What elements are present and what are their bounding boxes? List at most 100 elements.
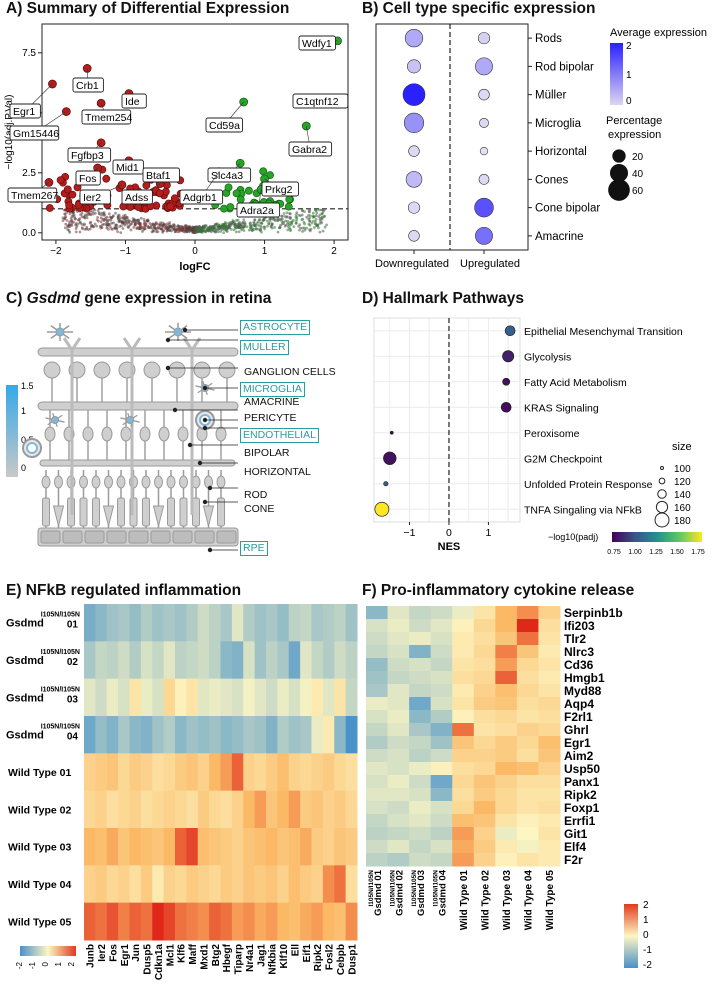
heatmap-cell — [163, 716, 176, 754]
background-point — [222, 223, 225, 226]
heatmap-cell — [152, 865, 165, 904]
down-point — [155, 189, 164, 198]
column-label: Gsdmd 03 — [416, 870, 427, 916]
heatmap-cell — [243, 828, 256, 866]
gene-column-label: Cdkn1a — [154, 944, 165, 981]
background-point — [153, 227, 157, 230]
celltype-dot — [478, 174, 490, 185]
heatmap-cell — [366, 775, 389, 789]
row-label: Wild Type 03 — [8, 842, 71, 854]
row-label: Wild Type 04 — [8, 879, 71, 891]
heatmap-cell — [300, 716, 312, 754]
background-point — [308, 216, 311, 220]
background-point — [154, 222, 158, 225]
heatmap-cell — [266, 641, 278, 680]
heatmap-cell — [106, 716, 119, 754]
heatmap-cell — [152, 678, 165, 717]
heatmap-cell — [452, 619, 475, 633]
heatmap-cell — [387, 762, 410, 776]
background-point — [303, 210, 306, 214]
heatmap-cell — [231, 865, 244, 904]
background-point — [298, 223, 302, 227]
heatmap-cell — [322, 716, 335, 754]
background-point — [307, 210, 311, 213]
f-legend-tick: -2 — [643, 960, 652, 971]
gene-row-label: F2r — [564, 853, 583, 867]
background-point — [305, 226, 309, 230]
heatmap-cell — [409, 658, 432, 672]
retina-label-pericyte: PERICYTE — [244, 412, 297, 424]
background-point — [114, 224, 118, 227]
heatmap-cell — [366, 801, 389, 815]
heatmap-cell — [387, 619, 410, 633]
x-tick-label: 1 — [486, 527, 492, 539]
background-point — [292, 219, 295, 222]
pathway-dot — [502, 350, 515, 363]
background-point — [78, 230, 82, 234]
background-point — [288, 228, 292, 231]
gene-row-label: Aim2 — [564, 749, 594, 763]
heatmap-cell — [152, 828, 165, 866]
background-point — [74, 230, 78, 234]
background-point — [101, 213, 105, 217]
heatmap-cell — [538, 684, 561, 698]
retina-label-microglia: MICROGLIA — [240, 382, 305, 397]
background-point — [143, 220, 146, 223]
heatmap-cell — [311, 604, 324, 642]
y-tick-label: 2.5 — [22, 168, 36, 179]
heatmap-cell — [163, 902, 176, 941]
background-point — [282, 212, 286, 215]
background-point — [148, 222, 152, 225]
ganglion-cell — [43, 361, 61, 379]
background-point — [202, 228, 206, 232]
heatmap-cell — [430, 853, 453, 867]
background-point — [303, 228, 307, 232]
heatmap-cell — [452, 645, 475, 659]
background-point — [171, 224, 175, 228]
column-superscript: I105N/I105N — [368, 870, 375, 907]
background-point — [142, 222, 146, 226]
heatmap-cell — [140, 828, 153, 866]
heatmap-cell — [473, 788, 496, 802]
row-superscript: I105N/I105N — [41, 649, 80, 656]
heatmap-cell — [516, 632, 539, 646]
heatmap-cell — [95, 716, 108, 754]
heatmap-cell — [430, 710, 453, 724]
celltype-dot — [408, 230, 420, 242]
heatmap-cell — [220, 865, 233, 904]
retina-legend-tick: 1.5 — [21, 381, 34, 391]
down-point — [170, 194, 179, 203]
heatmap-cell — [345, 604, 358, 642]
gene-label: Fos — [79, 173, 97, 185]
background-point — [276, 230, 280, 234]
heatmap-cell — [266, 678, 278, 717]
heatmap-cell — [220, 604, 233, 642]
heatmap-cell — [163, 790, 176, 829]
heatmap-cell — [231, 641, 244, 680]
heatmap-cell — [430, 697, 453, 711]
background-point — [268, 217, 272, 220]
heatmap-cell — [277, 753, 290, 792]
hallmark-frame — [373, 317, 521, 523]
background-point — [320, 215, 324, 219]
background-point — [95, 218, 99, 222]
background-point — [305, 215, 309, 219]
heatmap-cell — [366, 723, 389, 737]
f-legend-tick: 0 — [643, 930, 649, 941]
heatmap-cell — [311, 828, 324, 866]
gene-label-box — [67, 147, 112, 163]
background-point — [186, 227, 190, 231]
background-point — [102, 218, 106, 221]
retina-colorbar — [6, 385, 18, 477]
background-point — [85, 225, 89, 229]
gene-label: Adra2a — [240, 205, 274, 217]
gene-column-label: Ell — [290, 944, 301, 956]
background-point — [132, 218, 136, 222]
background-point — [219, 230, 223, 233]
heatmap-cell — [322, 902, 335, 941]
heatmap-cell — [516, 814, 539, 828]
background-point — [313, 220, 317, 224]
retina-label-muller: MULLER — [240, 340, 289, 355]
background-point — [263, 225, 267, 229]
size-legend-circle — [654, 512, 670, 528]
